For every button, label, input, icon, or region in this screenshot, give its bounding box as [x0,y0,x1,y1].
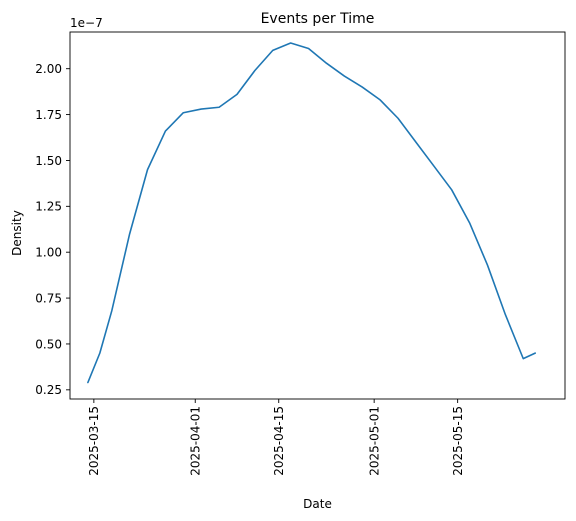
y-tick-label-3: 1.00 [35,246,62,260]
y-tick-label-1: 0.50 [35,337,62,351]
x-tick-label-4: 2025-05-15 [451,406,465,476]
x-axis-label: Date [303,497,332,511]
x-tick-label-1: 2025-04-01 [189,406,203,476]
y-tick-label-0: 0.25 [35,383,62,397]
x-tick-label-2: 2025-04-15 [272,406,286,476]
axes-frame [69,31,566,400]
x-tick-label-3: 2025-05-01 [367,406,381,476]
y-tick-label-6: 1.75 [35,108,62,122]
y-offset-text: 1e−7 [70,16,103,30]
chart-title: Events per Time [261,11,375,27]
y-tick-label-7: 2.00 [35,62,62,76]
y-axis-label: Density [10,210,24,256]
y-tick-label-4: 1.25 [35,200,62,214]
y-tick-label-2: 0.75 [35,291,62,305]
plot-area: 0.25 0.50 0.75 1.00 1.25 1.50 1.75 2.00 2025-03-… [35,31,566,476]
series-line-0 [87,42,536,384]
y-tick-label-5: 1.50 [35,154,62,168]
x-tick-label-0: 2025-03-15 [87,406,101,476]
